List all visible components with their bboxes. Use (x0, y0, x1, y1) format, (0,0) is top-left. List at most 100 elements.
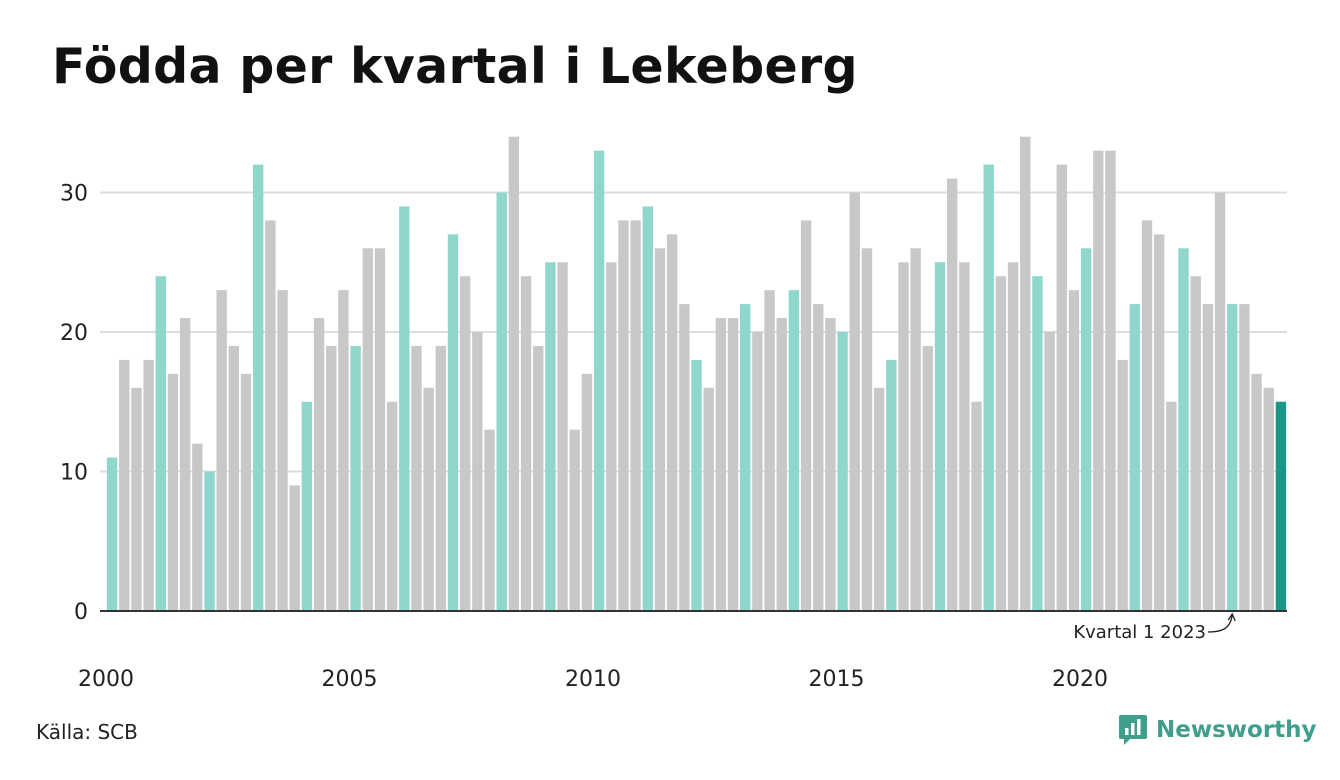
bar (1214, 192, 1226, 611)
bar (800, 220, 812, 611)
bar (618, 220, 629, 611)
bar (1117, 359, 1128, 611)
bar (606, 262, 617, 611)
bar (654, 248, 666, 612)
x-tick-label: 2015 (809, 667, 865, 692)
bar (886, 359, 897, 611)
bar (192, 443, 203, 611)
bar (179, 318, 191, 611)
bar (484, 429, 495, 611)
bar (228, 345, 240, 611)
bar (496, 192, 507, 611)
bar (1275, 401, 1287, 611)
bar (1190, 276, 1201, 611)
bar (423, 387, 434, 611)
bar (776, 318, 787, 611)
bar (545, 262, 556, 611)
bar (362, 248, 373, 612)
bar (216, 290, 227, 611)
bar (764, 290, 775, 611)
bar (1020, 136, 1031, 611)
bar (946, 178, 958, 612)
source-note: Källa: SCB (36, 720, 138, 744)
annotation-arrow (1207, 614, 1233, 633)
x-tick-label: 2000 (78, 667, 134, 692)
bar (1068, 290, 1080, 611)
bar (508, 136, 520, 611)
bar (788, 290, 800, 611)
x-axis: 2000 2005 2010 2015 2020 (78, 610, 1287, 692)
bar (533, 345, 544, 611)
bar (593, 150, 605, 611)
bar (934, 262, 946, 611)
bar (1093, 150, 1104, 611)
bar (301, 401, 313, 611)
bar (350, 345, 361, 611)
bar (910, 248, 921, 612)
bar (1227, 304, 1238, 611)
bar (167, 373, 179, 611)
newsworthy-logo: Newsworthy (1118, 712, 1317, 748)
annotation: Kvartal 1 2023 (1073, 612, 1236, 643)
bar (995, 276, 1007, 611)
y-tick-label: 20 (60, 321, 88, 346)
bar (1153, 234, 1165, 611)
bar (374, 248, 386, 612)
bar (289, 485, 300, 611)
bar (959, 262, 970, 611)
bar (1080, 248, 1092, 612)
bar (1129, 304, 1140, 611)
bar (581, 373, 593, 611)
chart-title: Födda per kvartal i Lekeberg (52, 38, 858, 95)
bar (459, 276, 471, 611)
newsworthy-logo-icon (1119, 715, 1147, 745)
bar (971, 401, 982, 611)
bar (642, 206, 653, 611)
bar (1166, 401, 1177, 611)
bar (106, 457, 118, 611)
bar (155, 276, 166, 611)
bar (898, 262, 909, 611)
bar (338, 290, 349, 611)
annotation-arrowhead (1227, 612, 1236, 622)
bar (472, 332, 483, 611)
bar (740, 304, 751, 611)
bar (1251, 373, 1262, 611)
bar (1178, 248, 1189, 612)
bar (813, 304, 824, 611)
bars (106, 136, 1287, 612)
bar (240, 373, 252, 611)
bar (447, 234, 459, 611)
bar (1056, 164, 1067, 611)
x-tick-label: 2010 (565, 667, 621, 692)
bar (386, 401, 398, 611)
bar (837, 332, 848, 611)
bar (265, 220, 276, 611)
bar (1202, 304, 1214, 611)
y-tick-label: 0 (74, 600, 88, 625)
bar (715, 318, 727, 611)
bar (861, 248, 873, 612)
annotation-label: Kvartal 1 2023 (1073, 622, 1206, 643)
bar (411, 345, 422, 611)
bar (752, 332, 763, 611)
bar (1105, 150, 1116, 611)
bar (399, 206, 410, 611)
bar (557, 262, 568, 611)
bar (630, 220, 641, 611)
bar (703, 387, 714, 611)
bar (313, 318, 325, 611)
newsworthy-logo-text: Newsworthy (1156, 717, 1317, 743)
bar (1007, 262, 1019, 611)
bar (520, 276, 532, 611)
bar (691, 359, 702, 611)
x-tick-label: 2005 (322, 667, 378, 692)
bar (569, 429, 580, 611)
bar (849, 192, 860, 611)
bar (204, 471, 215, 611)
bar (1263, 387, 1274, 611)
bar (1044, 332, 1055, 611)
bar (825, 318, 836, 611)
bar (1239, 304, 1250, 611)
